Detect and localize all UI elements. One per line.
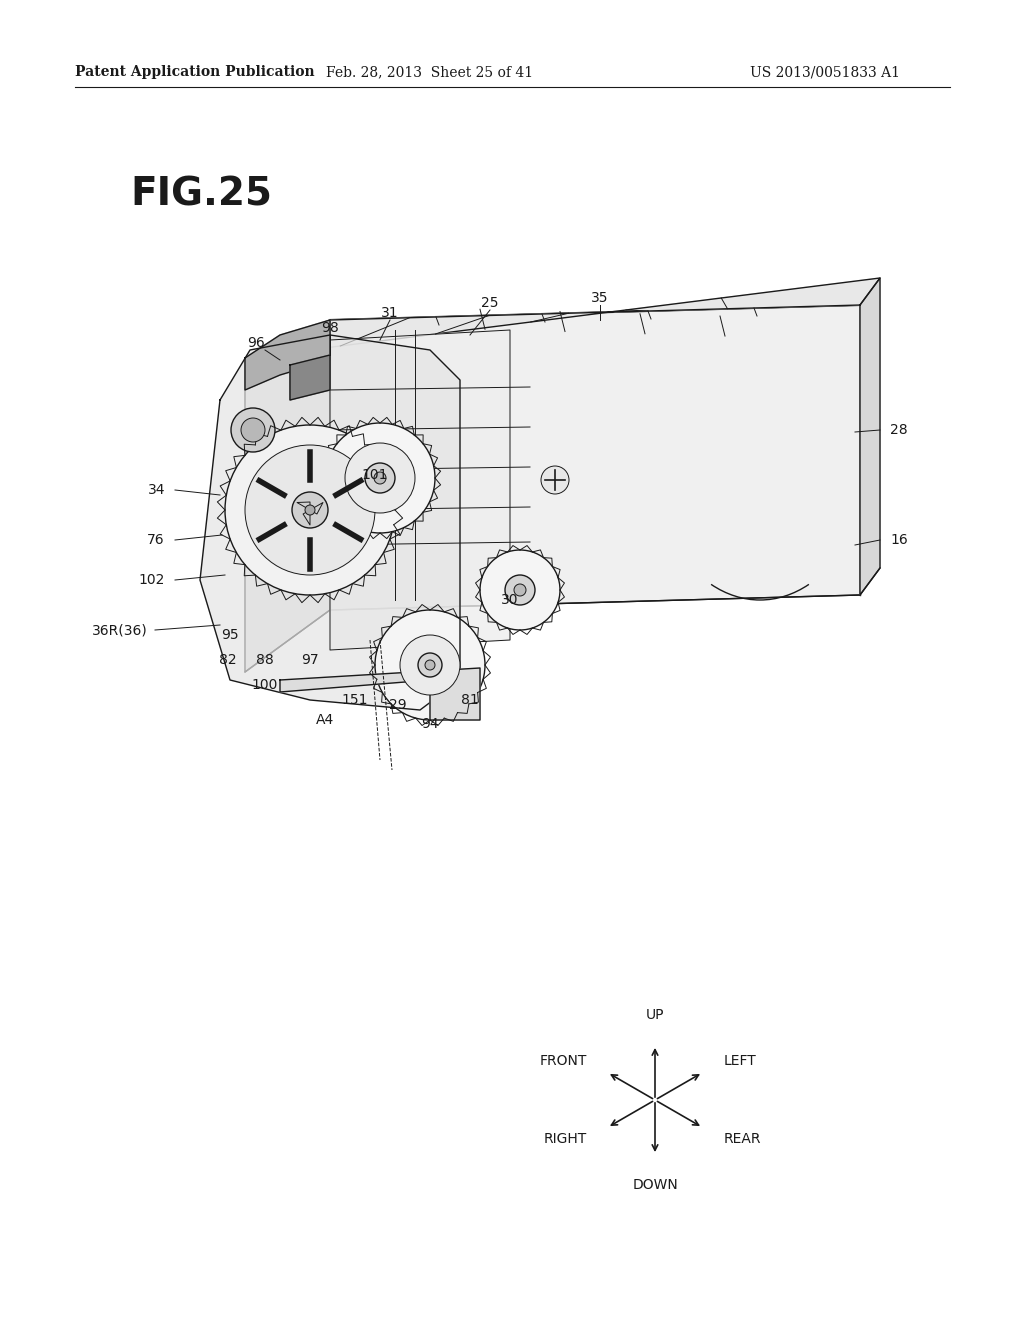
Text: 151: 151: [342, 693, 369, 708]
Polygon shape: [330, 330, 510, 649]
Circle shape: [400, 635, 460, 696]
Text: LEFT: LEFT: [723, 1053, 756, 1068]
Circle shape: [225, 425, 395, 595]
Circle shape: [374, 473, 386, 484]
Text: 81: 81: [461, 693, 479, 708]
Text: 95: 95: [221, 628, 239, 642]
Text: DOWN: DOWN: [632, 1177, 678, 1192]
Polygon shape: [330, 305, 860, 610]
Polygon shape: [245, 319, 330, 389]
Text: 30: 30: [502, 593, 519, 607]
Text: 88: 88: [256, 653, 273, 667]
Text: 97: 97: [301, 653, 318, 667]
Polygon shape: [200, 335, 460, 710]
Polygon shape: [245, 279, 880, 358]
Text: 82: 82: [219, 653, 237, 667]
Text: 35: 35: [591, 290, 608, 305]
Text: 31: 31: [381, 306, 398, 319]
Polygon shape: [245, 319, 330, 672]
Polygon shape: [290, 355, 330, 400]
Circle shape: [541, 466, 569, 494]
Text: 96: 96: [247, 337, 265, 350]
Circle shape: [325, 422, 435, 533]
Circle shape: [425, 660, 435, 671]
Circle shape: [305, 506, 315, 515]
Text: RIGHT: RIGHT: [544, 1133, 587, 1146]
Text: UP: UP: [646, 1008, 665, 1022]
Text: 36R(36): 36R(36): [92, 623, 148, 638]
Text: FRONT: FRONT: [540, 1053, 587, 1068]
Text: Patent Application Publication: Patent Application Publication: [75, 65, 314, 79]
Text: 34: 34: [147, 483, 165, 498]
Circle shape: [514, 583, 526, 597]
Text: 16: 16: [890, 533, 907, 546]
Text: 98: 98: [322, 321, 339, 335]
Text: 28: 28: [890, 422, 907, 437]
Polygon shape: [860, 279, 880, 595]
Circle shape: [480, 550, 560, 630]
Text: 100: 100: [252, 678, 279, 692]
Text: Feb. 28, 2013  Sheet 25 of 41: Feb. 28, 2013 Sheet 25 of 41: [327, 65, 534, 79]
Text: 25: 25: [481, 296, 499, 310]
Text: 101: 101: [361, 469, 388, 482]
Text: US 2013/0051833 A1: US 2013/0051833 A1: [750, 65, 900, 79]
Circle shape: [345, 444, 415, 513]
Circle shape: [505, 576, 535, 605]
Circle shape: [375, 610, 485, 719]
Circle shape: [245, 445, 375, 576]
Text: 29: 29: [389, 698, 407, 711]
Text: REAR: REAR: [723, 1133, 761, 1146]
Circle shape: [231, 408, 275, 451]
Circle shape: [418, 653, 442, 677]
Text: 94: 94: [421, 717, 439, 731]
Circle shape: [365, 463, 395, 492]
Circle shape: [292, 492, 328, 528]
Polygon shape: [280, 668, 480, 719]
Circle shape: [241, 418, 265, 442]
Text: 76: 76: [147, 533, 165, 546]
Text: A4: A4: [315, 713, 334, 727]
Text: 102: 102: [138, 573, 165, 587]
Text: FIG.25: FIG.25: [130, 176, 272, 214]
